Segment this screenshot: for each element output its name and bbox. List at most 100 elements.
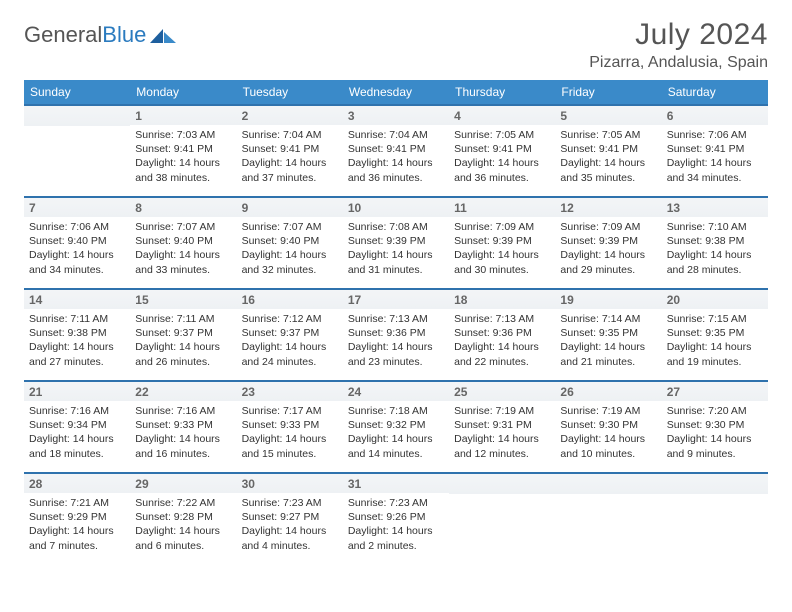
day-info: Sunrise: 7:07 AMSunset: 9:40 PMDaylight:… <box>130 217 236 277</box>
calendar-cell: 28Sunrise: 7:21 AMSunset: 9:29 PMDayligh… <box>24 472 130 564</box>
day-number: 10 <box>343 196 449 217</box>
day-info: Sunrise: 7:03 AMSunset: 9:41 PMDaylight:… <box>130 125 236 185</box>
day-info: Sunrise: 7:23 AMSunset: 9:26 PMDaylight:… <box>343 493 449 553</box>
day-info: Sunrise: 7:19 AMSunset: 9:31 PMDaylight:… <box>449 401 555 461</box>
empty-day-header <box>449 472 555 494</box>
day-info: Sunrise: 7:04 AMSunset: 9:41 PMDaylight:… <box>237 125 343 185</box>
calendar-cell: 8Sunrise: 7:07 AMSunset: 9:40 PMDaylight… <box>130 196 236 288</box>
day-number: 30 <box>237 472 343 493</box>
day-number: 4 <box>449 104 555 125</box>
calendar-cell: 22Sunrise: 7:16 AMSunset: 9:33 PMDayligh… <box>130 380 236 472</box>
sail-icon <box>150 27 176 43</box>
day-info: Sunrise: 7:16 AMSunset: 9:33 PMDaylight:… <box>130 401 236 461</box>
logo: GeneralBlue <box>24 22 176 48</box>
day-info: Sunrise: 7:16 AMSunset: 9:34 PMDaylight:… <box>24 401 130 461</box>
calendar-cell: 21Sunrise: 7:16 AMSunset: 9:34 PMDayligh… <box>24 380 130 472</box>
calendar-cell: 16Sunrise: 7:12 AMSunset: 9:37 PMDayligh… <box>237 288 343 380</box>
day-info: Sunrise: 7:21 AMSunset: 9:29 PMDaylight:… <box>24 493 130 553</box>
day-number: 27 <box>662 380 768 401</box>
weekday-header: Wednesday <box>343 80 449 104</box>
weekday-header: Friday <box>555 80 661 104</box>
day-number: 8 <box>130 196 236 217</box>
calendar-cell: 18Sunrise: 7:13 AMSunset: 9:36 PMDayligh… <box>449 288 555 380</box>
day-info: Sunrise: 7:18 AMSunset: 9:32 PMDaylight:… <box>343 401 449 461</box>
day-number: 5 <box>555 104 661 125</box>
logo-text: GeneralBlue <box>24 22 146 48</box>
day-number: 11 <box>449 196 555 217</box>
day-info: Sunrise: 7:23 AMSunset: 9:27 PMDaylight:… <box>237 493 343 553</box>
empty-day-header <box>24 104 130 126</box>
day-number: 19 <box>555 288 661 309</box>
calendar-cell: 30Sunrise: 7:23 AMSunset: 9:27 PMDayligh… <box>237 472 343 564</box>
weekday-header: Tuesday <box>237 80 343 104</box>
calendar-cell: 9Sunrise: 7:07 AMSunset: 9:40 PMDaylight… <box>237 196 343 288</box>
calendar-body: 1Sunrise: 7:03 AMSunset: 9:41 PMDaylight… <box>24 104 768 564</box>
day-info: Sunrise: 7:15 AMSunset: 9:35 PMDaylight:… <box>662 309 768 369</box>
calendar-cell: 19Sunrise: 7:14 AMSunset: 9:35 PMDayligh… <box>555 288 661 380</box>
logo-part2: Blue <box>102 22 146 47</box>
day-info: Sunrise: 7:11 AMSunset: 9:37 PMDaylight:… <box>130 309 236 369</box>
day-number: 22 <box>130 380 236 401</box>
day-info: Sunrise: 7:10 AMSunset: 9:38 PMDaylight:… <box>662 217 768 277</box>
day-number: 6 <box>662 104 768 125</box>
day-info: Sunrise: 7:05 AMSunset: 9:41 PMDaylight:… <box>555 125 661 185</box>
day-number: 14 <box>24 288 130 309</box>
day-number: 9 <box>237 196 343 217</box>
day-number: 15 <box>130 288 236 309</box>
day-number: 2 <box>237 104 343 125</box>
calendar-cell: 5Sunrise: 7:05 AMSunset: 9:41 PMDaylight… <box>555 104 661 196</box>
calendar-cell <box>662 472 768 564</box>
day-info: Sunrise: 7:22 AMSunset: 9:28 PMDaylight:… <box>130 493 236 553</box>
calendar-cell: 29Sunrise: 7:22 AMSunset: 9:28 PMDayligh… <box>130 472 236 564</box>
location-label: Pizarra, Andalusia, Spain <box>589 54 768 72</box>
calendar-cell: 25Sunrise: 7:19 AMSunset: 9:31 PMDayligh… <box>449 380 555 472</box>
day-number: 13 <box>662 196 768 217</box>
calendar-cell: 4Sunrise: 7:05 AMSunset: 9:41 PMDaylight… <box>449 104 555 196</box>
day-number: 24 <box>343 380 449 401</box>
day-number: 31 <box>343 472 449 493</box>
day-info: Sunrise: 7:05 AMSunset: 9:41 PMDaylight:… <box>449 125 555 185</box>
calendar-cell: 1Sunrise: 7:03 AMSunset: 9:41 PMDaylight… <box>130 104 236 196</box>
page-title: July 2024 <box>589 18 768 52</box>
day-number: 21 <box>24 380 130 401</box>
header: GeneralBlue July 2024 Pizarra, Andalusia… <box>24 18 768 72</box>
logo-part1: General <box>24 22 102 47</box>
day-number: 23 <box>237 380 343 401</box>
calendar-cell: 14Sunrise: 7:11 AMSunset: 9:38 PMDayligh… <box>24 288 130 380</box>
calendar-cell: 17Sunrise: 7:13 AMSunset: 9:36 PMDayligh… <box>343 288 449 380</box>
calendar-cell: 10Sunrise: 7:08 AMSunset: 9:39 PMDayligh… <box>343 196 449 288</box>
calendar-cell: 27Sunrise: 7:20 AMSunset: 9:30 PMDayligh… <box>662 380 768 472</box>
day-info: Sunrise: 7:04 AMSunset: 9:41 PMDaylight:… <box>343 125 449 185</box>
weekday-header: Sunday <box>24 80 130 104</box>
calendar-cell: 3Sunrise: 7:04 AMSunset: 9:41 PMDaylight… <box>343 104 449 196</box>
calendar-cell <box>24 104 130 196</box>
calendar-cell: 31Sunrise: 7:23 AMSunset: 9:26 PMDayligh… <box>343 472 449 564</box>
calendar-cell: 20Sunrise: 7:15 AMSunset: 9:35 PMDayligh… <box>662 288 768 380</box>
day-number: 28 <box>24 472 130 493</box>
calendar-head: SundayMondayTuesdayWednesdayThursdayFrid… <box>24 80 768 104</box>
empty-day-header <box>662 472 768 494</box>
day-info: Sunrise: 7:20 AMSunset: 9:30 PMDaylight:… <box>662 401 768 461</box>
day-number: 26 <box>555 380 661 401</box>
calendar-cell: 23Sunrise: 7:17 AMSunset: 9:33 PMDayligh… <box>237 380 343 472</box>
day-info: Sunrise: 7:06 AMSunset: 9:41 PMDaylight:… <box>662 125 768 185</box>
calendar-cell: 2Sunrise: 7:04 AMSunset: 9:41 PMDaylight… <box>237 104 343 196</box>
day-info: Sunrise: 7:11 AMSunset: 9:38 PMDaylight:… <box>24 309 130 369</box>
day-info: Sunrise: 7:19 AMSunset: 9:30 PMDaylight:… <box>555 401 661 461</box>
calendar-cell: 13Sunrise: 7:10 AMSunset: 9:38 PMDayligh… <box>662 196 768 288</box>
day-info: Sunrise: 7:09 AMSunset: 9:39 PMDaylight:… <box>555 217 661 277</box>
day-number: 16 <box>237 288 343 309</box>
day-info: Sunrise: 7:17 AMSunset: 9:33 PMDaylight:… <box>237 401 343 461</box>
empty-day-header <box>555 472 661 494</box>
day-info: Sunrise: 7:12 AMSunset: 9:37 PMDaylight:… <box>237 309 343 369</box>
day-number: 18 <box>449 288 555 309</box>
day-number: 29 <box>130 472 236 493</box>
day-number: 3 <box>343 104 449 125</box>
day-number: 17 <box>343 288 449 309</box>
calendar-cell: 24Sunrise: 7:18 AMSunset: 9:32 PMDayligh… <box>343 380 449 472</box>
day-info: Sunrise: 7:09 AMSunset: 9:39 PMDaylight:… <box>449 217 555 277</box>
calendar-cell: 6Sunrise: 7:06 AMSunset: 9:41 PMDaylight… <box>662 104 768 196</box>
day-number: 20 <box>662 288 768 309</box>
day-number: 12 <box>555 196 661 217</box>
day-info: Sunrise: 7:13 AMSunset: 9:36 PMDaylight:… <box>449 309 555 369</box>
